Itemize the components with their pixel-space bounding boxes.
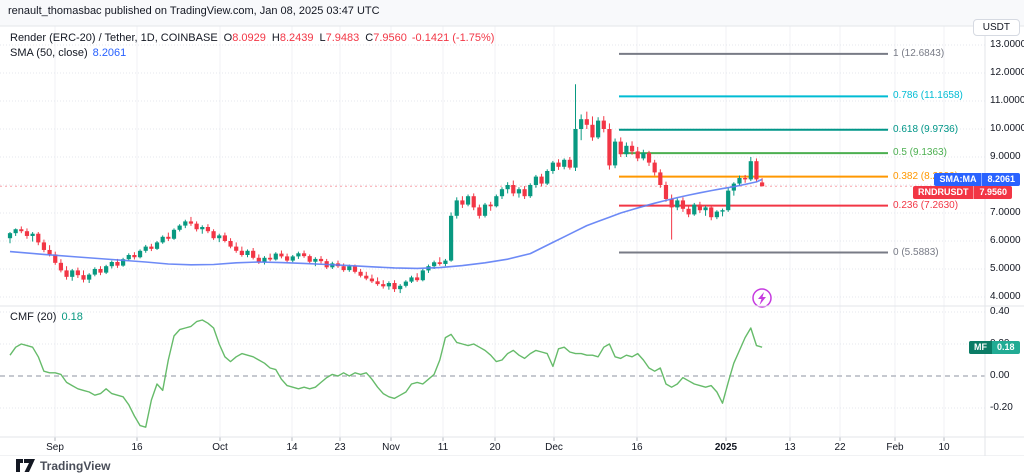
price-axis-tick: 13.0000 [990,39,1024,50]
fib-level-label: 1 (12.6843) [893,47,945,59]
mf-badge-value: 0.18 [997,341,1015,352]
price-badge-label: RNDRUSDT [917,186,969,197]
time-axis-tick: Sep [46,442,64,453]
time-axis-tick: 11 [437,442,449,453]
ohlc-high-label: H [271,32,280,44]
badge-divider [973,185,975,199]
price-badge-value: 7.9560 [979,186,1007,197]
tradingview-logo-icon[interactable] [16,459,35,474]
ohlc-low-label: L [319,32,326,44]
sma-price-badge: SMA:MA 8.2061 [934,172,1020,186]
ohlc-high-value: 8.2439 [279,32,314,44]
attribution-bar: renault_thomasbac published on TradingVi… [0,0,1024,26]
time-axis-tick: 16 [131,442,143,453]
cmf-indicator-header: CMF (20) 0.18 [10,311,83,323]
sma-indicator-value: 8.2061 [92,47,127,59]
price-axis-tick: 6.0000 [990,235,1021,246]
ohlc-open-label: O [223,32,233,44]
time-axis-tick: 13 [784,442,796,453]
attribution-text: renault_thomasbac published on TradingVi… [8,5,380,17]
cmf-indicator-value: 0.18 [61,311,83,323]
tradingview-logo-text[interactable]: TradingView [40,459,111,473]
ohlc-low-value: 7.9483 [325,32,360,44]
cmf-axis-tick: 0.40 [990,306,1010,317]
price-axis-tick: 7.0000 [990,207,1021,218]
time-axis-tick: Dec [545,442,563,453]
time-axis-tick: 14 [286,442,298,453]
sma-badge-label: SMA:MA [939,173,977,184]
change-value: -0.1421 (-1.75%) [411,32,495,44]
cmf-indicator-label[interactable]: CMF (20) [10,311,57,323]
sma-badge-value: 8.2061 [987,173,1015,184]
time-axis-tick: 20 [489,442,501,453]
symbol-header-line1: Render (ERC-20) / Tether, 1D, COINBASE O8… [10,31,494,45]
time-axis-tick: Nov [382,442,400,453]
time-axis-tick: 2025 [714,442,738,453]
time-axis-tick: Oct [212,442,228,453]
fib-level-label: 0.236 (7.2630) [893,199,959,211]
badge-divider [981,172,983,186]
symbol-header-line2: SMA (50, close) 8.2061 [10,46,494,60]
symbol-header: Render (ERC-20) / Tether, 1D, COINBASE O8… [10,31,494,60]
event-marker-icon[interactable] [752,288,772,308]
price-axis-tick: 10.0000 [990,123,1024,134]
time-axis-tick: 16 [631,442,643,453]
price-axis-tick: 5.0000 [990,263,1021,274]
currency-toggle-button[interactable]: USDT [972,19,1020,36]
price-axis-tick: 12.0000 [990,67,1024,78]
time-axis-tick: 22 [834,442,846,453]
ohlc-open-value: 8.0929 [232,32,266,44]
fib-level-label: 0 (5.5883) [893,246,939,258]
fib-level-label: 0.786 (11.1658) [893,90,963,102]
symbol-title[interactable]: Render (ERC-20) / Tether, 1D, COINBASE [10,32,218,44]
cmf-axis-tick: -0.20 [990,402,1013,413]
fib-level-label: 0.5 (9.1363) [893,147,947,159]
mf-value-badge: MF 0.18 [969,340,1020,354]
fib-level-label: 0.382 (8.2990) [893,170,959,182]
mf-badge-label: MF [969,340,992,354]
fib-level-label: 0.618 (9.9736) [893,123,959,135]
cmf-axis-tick: 0.00 [990,370,1010,381]
last-price-badge: RNDRUSDT 7.9560 [912,185,1012,199]
time-axis-tick: Feb [886,442,904,453]
price-axis-tick: 9.0000 [990,151,1021,162]
ohlc-close-value: 7.9560 [373,32,407,44]
price-axis-tick: 4.0000 [990,291,1021,302]
time-axis-tick: 10 [938,442,950,453]
price-axis-tick: 11.0000 [990,95,1024,106]
time-axis-tick: 23 [334,442,346,453]
ohlc-close-label: C [365,32,374,44]
footer-bar: TradingView [0,456,1024,474]
sma-indicator-label[interactable]: SMA (50, close) [10,47,88,59]
